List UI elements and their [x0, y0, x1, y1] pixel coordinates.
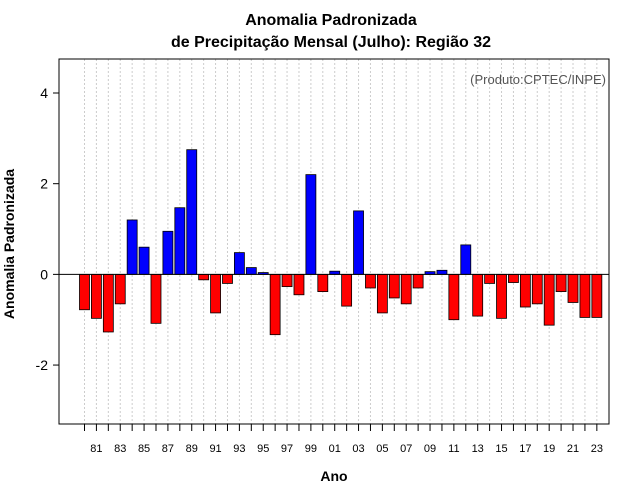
x-tick-label: 83 [114, 443, 126, 455]
x-axis: 81 83 85 87 89 91 93 95 97 99 01 03 05 07 09 11 13 15 17 19… [84, 424, 603, 455]
x-tick-label: 15 [495, 443, 507, 455]
bar-10 [436, 269, 448, 275]
bar-91 [210, 273, 221, 314]
bar-00 [317, 273, 329, 293]
y-tick-label: 0 [40, 266, 48, 282]
bar-07 [400, 273, 412, 305]
bar-12 [460, 244, 472, 275]
x-tick-label: 11 [448, 443, 459, 455]
bar-81 [91, 273, 102, 319]
x-tick-label: 81 [90, 443, 102, 455]
bar-92 [222, 273, 233, 284]
y-tick-label: 4 [40, 85, 48, 101]
x-tick-label: 93 [233, 443, 245, 455]
bar-11 [448, 273, 460, 321]
x-tick-label: 97 [281, 443, 293, 455]
bar-82 [102, 273, 114, 333]
bar-20 [555, 273, 567, 293]
bar-02 [341, 273, 353, 307]
x-tick-label: 89 [186, 443, 198, 455]
x-tick-label: 07 [400, 443, 412, 455]
bar-93 [233, 252, 245, 275]
bars [79, 149, 603, 336]
bar-23 [591, 273, 603, 318]
x-tick-label: 17 [519, 443, 531, 455]
bar-17 [519, 273, 531, 308]
x-tick-label: 85 [138, 443, 150, 455]
x-tick-label: 13 [472, 443, 484, 455]
bar-19 [543, 273, 555, 326]
x-tick-label: 03 [352, 443, 364, 455]
x-tick-label: 87 [162, 443, 174, 455]
bar-15 [496, 273, 507, 319]
x-tick-label: 23 [591, 443, 603, 455]
bar-03 [353, 210, 364, 275]
y-axis-label: Anomalia Padronizada [1, 169, 17, 319]
bar-08 [412, 273, 424, 289]
bar-22 [579, 273, 591, 318]
bar-88 [174, 207, 186, 275]
bar-94 [245, 267, 257, 275]
bar-84 [126, 219, 138, 275]
x-tick-label: 01 [329, 443, 341, 455]
x-tick-label: 99 [305, 443, 317, 455]
bar-13 [472, 273, 484, 317]
bar-86 [150, 273, 162, 324]
bar-21 [567, 273, 579, 303]
x-tick-label: 09 [424, 443, 436, 455]
bar-89 [186, 149, 198, 275]
grid-lines [84, 59, 598, 424]
y-tick-label: 2 [40, 176, 48, 192]
product-annotation: (Produto:CPTEC/INPE) [470, 72, 606, 87]
chart-title-line2: de Precipitação Mensal (Julho): Região 3… [171, 34, 491, 51]
bar-06 [388, 273, 400, 299]
x-tick-label: 05 [376, 443, 388, 455]
y-tick-label: -2 [36, 357, 49, 373]
bar-04 [365, 273, 376, 289]
plot-area [58, 58, 610, 425]
bar-16 [508, 273, 519, 283]
x-tick-label: 95 [257, 443, 269, 455]
bar-85 [138, 246, 150, 275]
bar-80 [79, 273, 90, 311]
chart-title-line1: Anomalia Padronizada [245, 12, 417, 29]
bar-98 [293, 273, 305, 296]
bar-05 [376, 273, 388, 314]
bar-18 [531, 273, 543, 305]
y-axis: -2 0 2 4 [36, 85, 59, 373]
x-axis-label: Ano [320, 468, 347, 484]
bar-14 [484, 273, 496, 284]
bar-99 [305, 174, 317, 275]
x-tick-label: 21 [567, 443, 579, 455]
bar-83 [114, 273, 126, 305]
bar-90 [198, 273, 210, 281]
bar-96 [269, 273, 281, 336]
bar-97 [281, 273, 293, 288]
bar-87 [162, 230, 174, 275]
x-tick-label: 19 [543, 443, 555, 455]
x-tick-label: 91 [209, 443, 221, 455]
